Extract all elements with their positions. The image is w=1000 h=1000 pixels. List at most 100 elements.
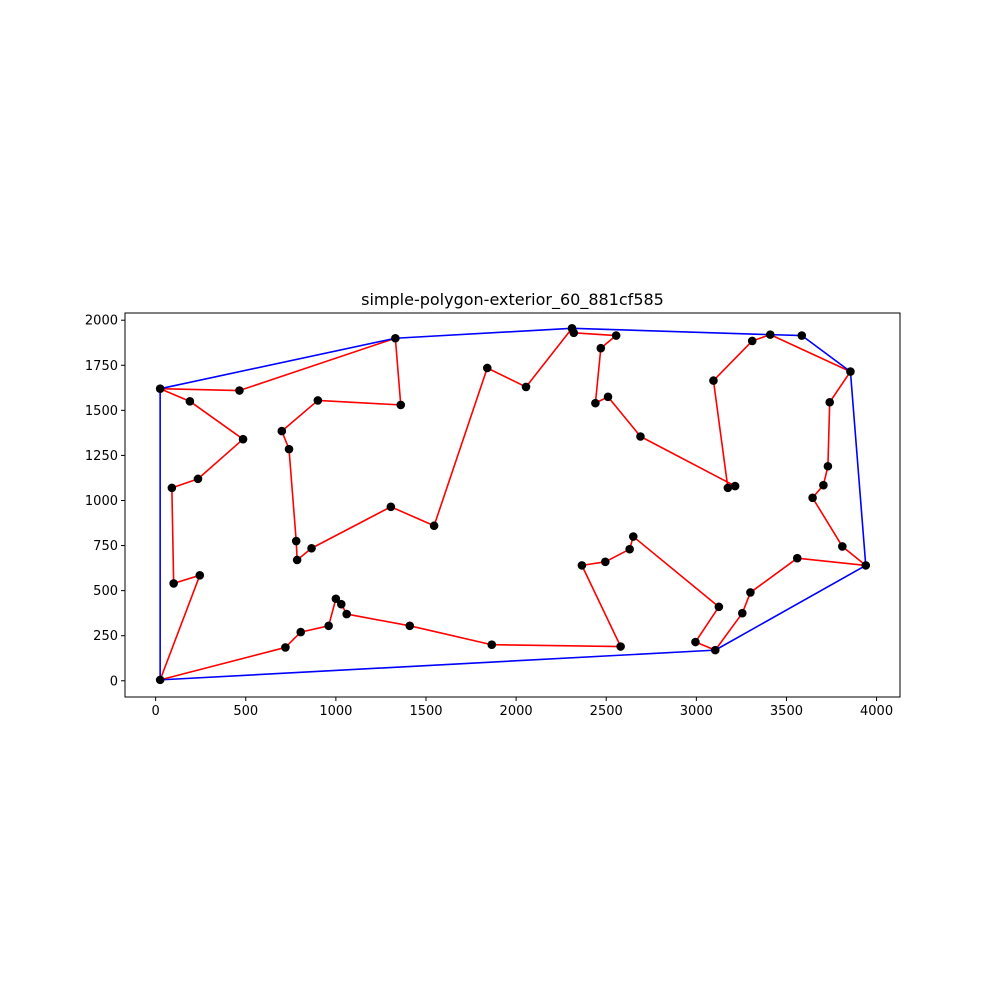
polygon-edge: [408, 624, 493, 646]
data-point: [616, 642, 625, 651]
y-tick-label: 1000: [85, 494, 118, 509]
polygon-edge: [171, 487, 175, 585]
y-tick-label: 750: [93, 539, 118, 554]
polygon-edge: [390, 506, 435, 527]
x-tick-label: 3000: [680, 704, 713, 719]
data-point: [808, 493, 817, 503]
polygon-edge: [171, 478, 199, 489]
polygon-edge: [769, 333, 852, 373]
data-point: [396, 400, 406, 410]
data-point: [195, 571, 205, 580]
data-point: [429, 521, 439, 531]
polygon-edge: [712, 379, 729, 489]
y-tick-label: 0: [110, 674, 118, 689]
x-tick-label: 1000: [319, 704, 352, 719]
hull-edge: [159, 649, 717, 681]
data-point: [296, 627, 306, 637]
polygon-edge: [310, 506, 392, 550]
data-point: [628, 532, 638, 541]
data-point: [342, 609, 351, 619]
data-point: [723, 483, 733, 493]
data-point: [611, 331, 621, 340]
polygon-edge: [299, 624, 330, 633]
data-point: [710, 645, 720, 655]
data-point: [291, 536, 301, 546]
data-point: [714, 602, 724, 612]
polygon-edge: [694, 606, 720, 643]
data-point: [277, 426, 287, 436]
x-tick-label: 2500: [590, 704, 623, 719]
axes-frame: [124, 312, 901, 698]
data-point: [336, 599, 346, 609]
x-tick-label: 500: [233, 704, 258, 719]
data-point: [591, 398, 600, 408]
data-point: [737, 608, 747, 618]
data-point: [292, 555, 302, 565]
polygon-edge: [197, 438, 244, 480]
polygon-edge: [288, 448, 298, 542]
x-tick-label: 3500: [770, 704, 803, 719]
polygon-edge: [827, 401, 831, 468]
data-point: [797, 331, 807, 340]
data-point: [825, 397, 835, 407]
polygon-edge: [572, 332, 617, 337]
y-axis: 0 250 500 750 1000 1250 1500 1750 2000: [85, 314, 125, 689]
data-point: [193, 474, 203, 484]
data-point: [307, 543, 316, 553]
polygon-edge: [238, 337, 397, 392]
data-point: [577, 561, 587, 570]
polygon-edge: [281, 399, 319, 432]
data-point: [487, 640, 497, 650]
polygon-edge: [632, 535, 720, 608]
data-point: [596, 343, 606, 353]
polygon-edge: [594, 347, 602, 404]
data-point: [521, 382, 531, 392]
x-tick-label: 2000: [500, 704, 533, 719]
data-point: [691, 637, 700, 647]
polygon-edge: [841, 545, 867, 567]
polygon-edge: [394, 337, 402, 406]
data-point: [601, 557, 610, 567]
y-tick-label: 1750: [85, 359, 118, 374]
data-point: [792, 553, 802, 563]
hull-edge: [714, 564, 867, 651]
polygon-edge: [581, 564, 622, 648]
data-point: [235, 386, 244, 395]
data-point: [765, 330, 775, 339]
y-tick-label: 500: [93, 584, 118, 599]
polygon-edge: [604, 548, 631, 563]
data-point: [819, 480, 828, 490]
data-point: [281, 643, 290, 652]
plot-area: [155, 324, 871, 685]
polygon-edge: [327, 597, 337, 627]
polygon-edge: [345, 613, 411, 627]
data-point: [636, 432, 645, 441]
chart-title: simple-polygon-exterior_60_881cf585: [361, 290, 664, 310]
polygon-edge: [828, 370, 852, 404]
polygon-edge: [796, 557, 867, 567]
data-point: [238, 434, 248, 444]
polygon-edge: [189, 400, 244, 440]
data-point: [313, 396, 323, 405]
y-tick-label: 2000: [85, 314, 118, 329]
data-point: [284, 444, 294, 454]
hull-edge: [571, 327, 772, 336]
data-point: [846, 367, 855, 376]
data-point: [709, 376, 718, 385]
x-tick-label: 0: [151, 704, 159, 719]
data-point: [331, 594, 341, 604]
polygon-edge: [811, 496, 844, 548]
data-point: [405, 621, 415, 631]
polygon-edge: [159, 387, 241, 392]
data-point: [155, 384, 165, 394]
polygon-edge: [749, 557, 799, 594]
polygon-edge: [159, 387, 191, 403]
polygon-edge: [159, 574, 201, 681]
data-point: [324, 621, 333, 631]
polygon-edge: [159, 646, 287, 681]
data-point: [861, 561, 871, 570]
x-tick-label: 4000: [860, 704, 893, 719]
polygon-edge: [525, 327, 573, 388]
